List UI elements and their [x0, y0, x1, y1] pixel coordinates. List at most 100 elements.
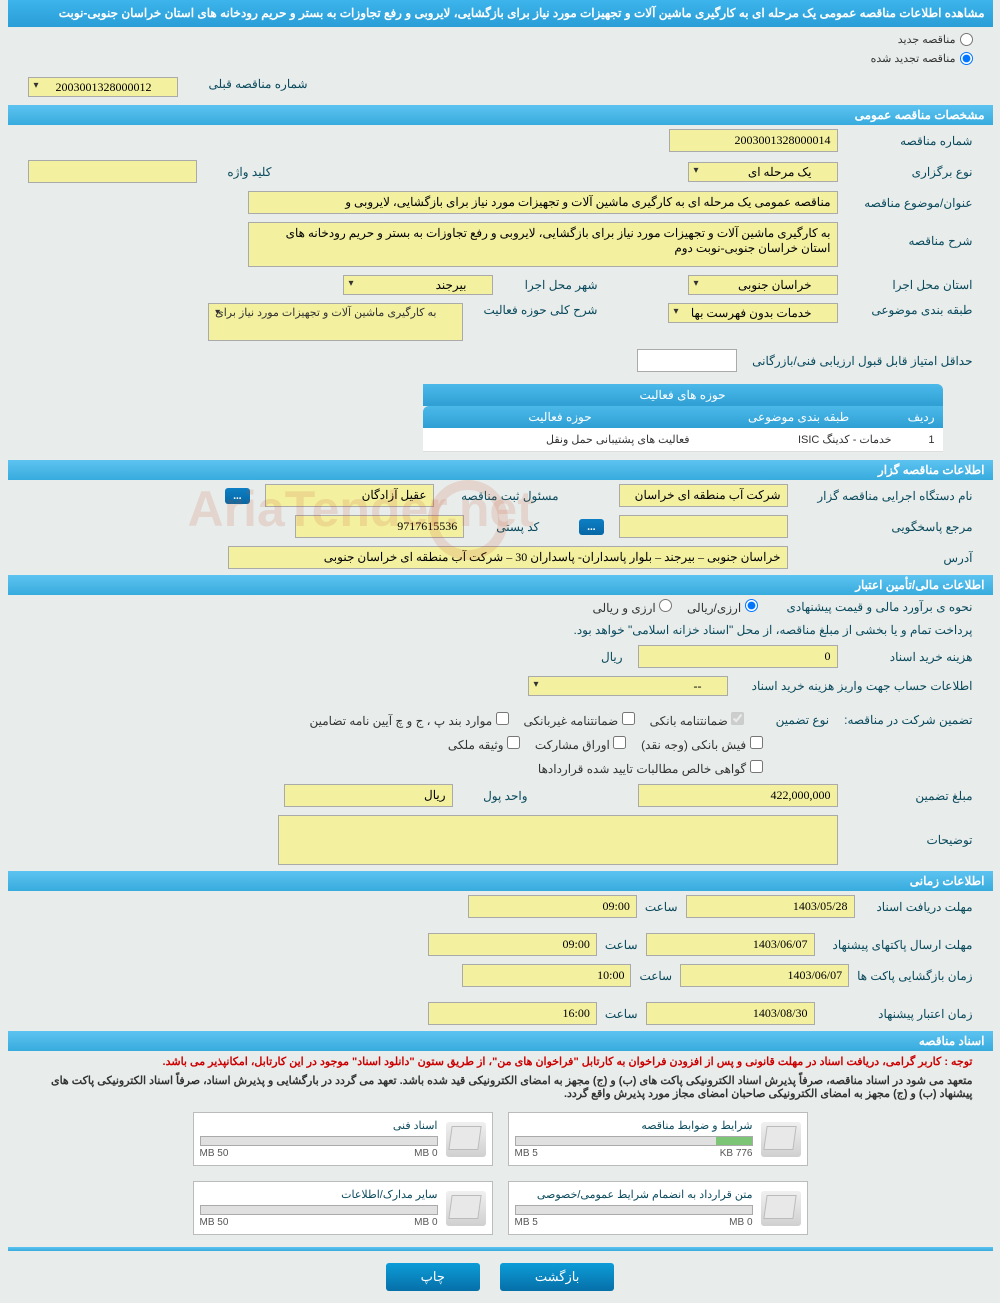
ref-input[interactable] — [619, 515, 788, 538]
doc-used: 776 KB — [720, 1148, 753, 1159]
check-cert[interactable]: گواهی خالص مطالبات تایید شده قراردادها — [538, 760, 763, 776]
desc-textarea[interactable]: به کارگیری ماشین آلات و تجهیزات مورد نیا… — [248, 222, 838, 267]
min-score-label: حداقل امتیاز قابل قبول ارزیابی فنی/بازرگ… — [752, 354, 972, 368]
guarantee-label: تضمین شرکت در مناقصه: — [844, 713, 972, 727]
receive-time[interactable] — [468, 895, 637, 918]
method-opt-fx[interactable]: ارزی/ریالی — [687, 599, 757, 615]
doc-max: 5 MB — [515, 1148, 538, 1159]
send-date[interactable] — [646, 933, 815, 956]
min-score-input[interactable] — [637, 349, 737, 372]
address-input[interactable] — [228, 546, 788, 569]
check-nonbank-guar[interactable]: ضمانتنامه غیربانکی — [524, 712, 635, 728]
amount-unit-label: واحد پول — [468, 789, 528, 803]
tender-number-input — [669, 129, 838, 152]
method-radio-fx[interactable] — [745, 599, 758, 612]
radio-new-tender[interactable]: مناقصه جدید — [898, 33, 973, 46]
city-label: شهر محل اجرا — [508, 278, 598, 292]
open-date[interactable] — [680, 964, 849, 987]
check-bank-guar-input — [731, 712, 744, 725]
type-select[interactable]: یک مرحله ای — [688, 162, 838, 182]
ref-lookup-button[interactable]: ... — [579, 519, 603, 535]
doc-card-technical[interactable]: اسناد فنی 0 MB50 MB — [193, 1112, 493, 1166]
table-row: 1 خدمات - کدینگ ISIC فعالیت های پشتیبانی… — [423, 428, 943, 452]
type-label: نوع برگزاری — [853, 165, 973, 179]
scope-multi[interactable]: به کارگیری ماشین آلات و تجهیزات مورد نیا… — [208, 303, 462, 341]
receive-date[interactable] — [686, 895, 855, 918]
province-label: استان محل اجرا — [853, 278, 973, 292]
method-opt-r[interactable]: ارزی و ریالی — [592, 599, 672, 615]
receive-label: مهلت دریافت اسناد — [863, 900, 973, 914]
back-button[interactable]: بازگشت — [500, 1263, 614, 1291]
tender-number-label: شماره مناقصه — [853, 134, 973, 148]
radio-new-input[interactable] — [960, 33, 973, 46]
check-cash[interactable]: فیش بانکی (وجه نقد) — [641, 736, 762, 752]
doc-bar — [515, 1136, 753, 1146]
prev-number-label: شماره مناقصه قبلی — [188, 77, 308, 97]
time-word-3: ساعت — [639, 969, 672, 983]
keyword-input[interactable] — [28, 160, 197, 183]
scope-label: شرح کلی حوزه فعالیت — [478, 303, 598, 317]
send-time[interactable] — [428, 933, 597, 956]
doc-title: متن قرارداد به انضمام شرایط عمومی/خصوصی — [515, 1188, 753, 1201]
doc-card-contract[interactable]: متن قرارداد به انضمام شرایط عمومی/خصوصی … — [508, 1181, 808, 1235]
validity-date[interactable] — [646, 1002, 815, 1025]
amount-input[interactable] — [638, 784, 838, 807]
check-cases[interactable]: موارد بند پ ، ج و چ آیین نامه تضامین — [310, 712, 509, 728]
check-bank-guar[interactable]: ضمانتنامه بانکی — [650, 712, 745, 728]
category-select[interactable]: خدمات بدون فهرست بها — [668, 303, 838, 323]
postal-input[interactable] — [295, 515, 464, 538]
radio-renew-tender[interactable]: مناقصه تجدید شده — [871, 52, 973, 65]
time-word-1: ساعت — [645, 900, 678, 914]
print-button[interactable]: چاپ — [386, 1263, 480, 1291]
radio-renew-input[interactable] — [960, 52, 973, 65]
check-cert-input[interactable] — [750, 760, 763, 773]
title-input[interactable] — [248, 191, 838, 214]
doc-card-conditions[interactable]: شرایط و ضوابط مناقصه 776 KB5 MB — [508, 1112, 808, 1166]
folder-icon — [446, 1191, 486, 1226]
validity-time[interactable] — [428, 1002, 597, 1025]
title-label: عنوان/موضوع مناقصه — [853, 196, 973, 210]
radio-renew-label: مناقصه تجدید شده — [871, 52, 956, 65]
doc-card-other[interactable]: سایر مدارک/اطلاعات 0 MB50 MB — [193, 1181, 493, 1235]
check-nonbank-input[interactable] — [622, 712, 635, 725]
section-docs: اسناد مناقصه — [8, 1031, 993, 1051]
reg-manager-lookup-button[interactable]: ... — [225, 488, 249, 504]
folder-icon — [761, 1191, 801, 1226]
doc-max: 5 MB — [515, 1217, 538, 1228]
cell-n: 1 — [900, 428, 943, 452]
city-select[interactable]: بیرجند — [343, 275, 493, 295]
remarks-textarea[interactable] — [278, 815, 838, 865]
method-radio-r[interactable] — [659, 599, 672, 612]
check-collateral[interactable]: وثیقه ملکی — [448, 736, 520, 752]
check-collateral-input[interactable] — [507, 736, 520, 749]
radio-new-label: مناقصه جدید — [898, 33, 956, 46]
col-area: حوزه فعالیت — [423, 406, 698, 428]
doc-bar — [200, 1136, 438, 1146]
activity-table: حوزه های فعالیت ردیف طبقه بندی موضوعی حو… — [423, 384, 943, 452]
check-bonds-input[interactable] — [613, 736, 626, 749]
folder-icon — [446, 1122, 486, 1157]
reg-manager-input — [265, 484, 434, 507]
page-title: مشاهده اطلاعات مناقصه عمومی یک مرحله ای … — [8, 0, 993, 27]
prev-number-select[interactable]: 2003001328000012 — [28, 77, 178, 97]
address-label: آدرس — [803, 551, 973, 565]
open-time[interactable] — [462, 964, 631, 987]
docs-note-1: توجه : کاربر گرامی، دریافت اسناد در مهلت… — [8, 1051, 993, 1072]
doc-max: 50 MB — [200, 1217, 229, 1228]
doc-used: 0 MB — [729, 1217, 752, 1228]
fee-input[interactable] — [638, 645, 838, 668]
check-cash-input[interactable] — [750, 736, 763, 749]
doc-bar — [515, 1205, 753, 1215]
account-label: اطلاعات حساب جهت واریز هزینه خرید اسناد — [743, 679, 973, 693]
province-select[interactable]: خراسان جنوبی — [688, 275, 838, 295]
fee-unit: ریال — [601, 650, 623, 664]
check-cases-input[interactable] — [496, 712, 509, 725]
folder-icon — [761, 1122, 801, 1157]
check-bonds[interactable]: اوراق مشارکت — [535, 736, 626, 752]
desc-label: شرح مناقصه — [853, 222, 973, 248]
section-general: مشخصات مناقصه عمومی — [8, 105, 993, 125]
account-select[interactable]: -- — [528, 676, 728, 696]
doc-used: 0 MB — [414, 1148, 437, 1159]
doc-used: 0 MB — [414, 1217, 437, 1228]
docs-note-2: متعهد می شود در اسناد مناقصه، صرفاً پذیر… — [8, 1072, 993, 1102]
